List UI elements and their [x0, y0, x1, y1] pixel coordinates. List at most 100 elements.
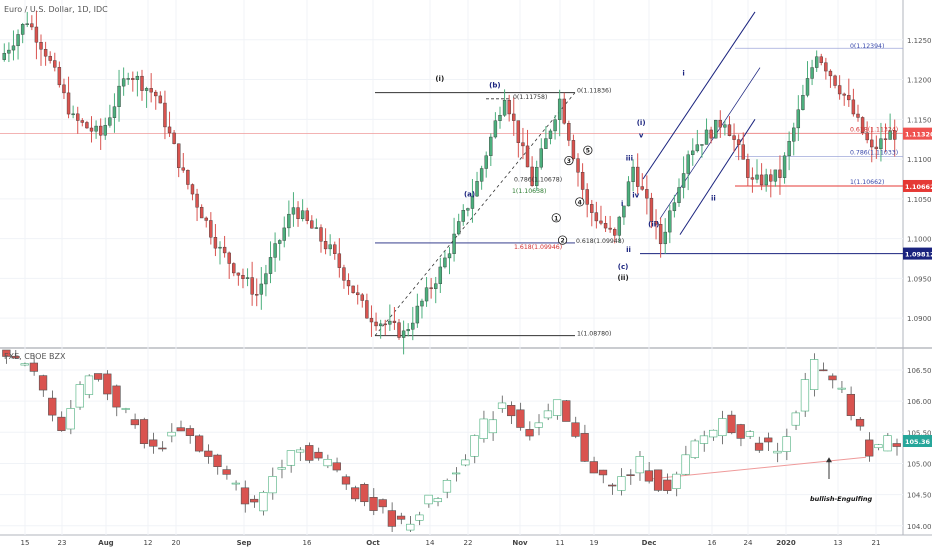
fxe-candle: [782, 436, 791, 452]
wave-label: iv: [632, 191, 639, 199]
fxe-candle: [222, 469, 231, 475]
eurusd-candle: [833, 75, 837, 86]
fxe-candle: [892, 443, 901, 447]
eurusd-candle: [89, 127, 94, 132]
eurusd-candle: [466, 208, 470, 211]
fxe-candle: [204, 450, 213, 457]
fxe-y-tick-label: 104.00: [907, 523, 932, 531]
fxe-candle: [470, 435, 479, 457]
eurusd-candle: [557, 98, 562, 120]
eurusd-candle: [397, 322, 401, 338]
eurusd-candle: [383, 323, 387, 326]
fxe-candle: [213, 454, 222, 467]
eurusd-candle: [452, 233, 456, 254]
drawings: [0, 11, 903, 480]
eurusd-candle: [810, 67, 814, 79]
fxe-candle: [828, 375, 837, 381]
eurusd-candle: [305, 210, 309, 221]
eurusd-candle: [140, 75, 144, 91]
eurusd-candle: [571, 140, 576, 159]
fxe-candle: [75, 384, 84, 408]
x-tick-label: 22: [464, 539, 473, 547]
x-tick-label: Sep: [237, 539, 252, 547]
fxe-candle: [103, 373, 112, 395]
fxe-candle: [295, 449, 305, 453]
eurusd-candle: [548, 130, 553, 139]
eurusd-candle: [691, 150, 695, 155]
eurusd-candle: [842, 93, 846, 96]
fxe-candle: [231, 482, 240, 485]
x-tick-label: 20: [172, 539, 181, 547]
fib-level-label: 0(1.11836): [577, 88, 611, 95]
eurusd-candle: [539, 148, 543, 168]
eurusd-candle: [365, 300, 369, 319]
eurusd-candle: [195, 193, 199, 208]
x-tick-label: Nov: [512, 539, 528, 547]
eurusd-candle: [456, 221, 461, 235]
eurusd-candle: [222, 246, 227, 254]
fxe-candle: [57, 416, 66, 431]
eurusd-candle: [893, 130, 897, 140]
eurusd-candle: [723, 124, 727, 128]
eurusd-candle: [801, 95, 805, 110]
fxe-candle: [369, 497, 378, 511]
eurusd-candle: [108, 117, 112, 126]
wave-label: iii: [626, 155, 633, 163]
x-tick-label: 11: [556, 539, 565, 547]
eurusd-candle: [227, 252, 231, 264]
eurusd-candle: [516, 120, 521, 143]
fib-level-label: 0.786(1.11033): [850, 149, 898, 156]
x-tick-label: 23: [58, 539, 67, 547]
eurusd-candle: [512, 113, 516, 121]
fxe-candle: [681, 454, 690, 475]
eurusd-candle: [218, 246, 222, 249]
eurusd-candle: [498, 115, 502, 121]
eurusd-candle: [181, 167, 185, 171]
x-tick-label: 24: [744, 539, 753, 547]
eurusd-candle: [824, 62, 828, 72]
fxe-candle: [360, 484, 369, 503]
main-y-tick-label: 1.11500: [907, 116, 932, 124]
eurusd-candle: [314, 227, 319, 229]
bullish-engulfing-annotation: bullish-Engulfing: [810, 495, 872, 503]
fxe-candle: [66, 408, 75, 430]
fxe-candle: [663, 479, 672, 491]
wave-label: 1: [554, 215, 558, 222]
eurusd-candle: [209, 220, 213, 238]
eurusd-candle: [764, 174, 768, 186]
eurusd-candle: [608, 227, 612, 230]
eurusd-candle: [535, 166, 539, 186]
fxe-candle: [635, 456, 644, 474]
eurusd-candle: [98, 125, 103, 136]
eurusd-candle: [374, 321, 378, 327]
fxe-candle: [286, 450, 296, 466]
eurusd-candle: [792, 127, 796, 142]
eurusd-candle: [186, 170, 190, 185]
eurusd-candle: [856, 113, 860, 118]
eurusd-candle: [883, 138, 888, 140]
x-tick-label: 19: [590, 539, 599, 547]
eurusd-candle: [865, 132, 869, 141]
fxe-candle: [11, 355, 20, 359]
wave-label-circle: [575, 197, 585, 207]
eurusd-candle: [746, 159, 750, 178]
eurusd-candle: [507, 99, 511, 115]
eurusd-candle: [177, 143, 181, 168]
fxe-candle: [38, 375, 48, 391]
eurusd-candle: [686, 154, 690, 174]
eurusd-candle: [300, 210, 305, 219]
eurusd-candle: [245, 277, 250, 279]
eurusd-candle: [773, 169, 778, 182]
eurusd-candle: [635, 166, 640, 187]
eurusd-candle: [525, 145, 530, 168]
wave-label: (i): [435, 75, 444, 83]
wave-label: 4: [578, 199, 582, 206]
fxe-price-marker-label: 105.36: [905, 438, 931, 446]
fxe-y-tick-label: 106.00: [907, 398, 932, 406]
fxe-candle: [764, 437, 773, 443]
fib-level-label: 0(1.11758): [513, 94, 547, 101]
wave-label: 2: [560, 238, 564, 245]
eurusd-candle: [782, 155, 787, 178]
